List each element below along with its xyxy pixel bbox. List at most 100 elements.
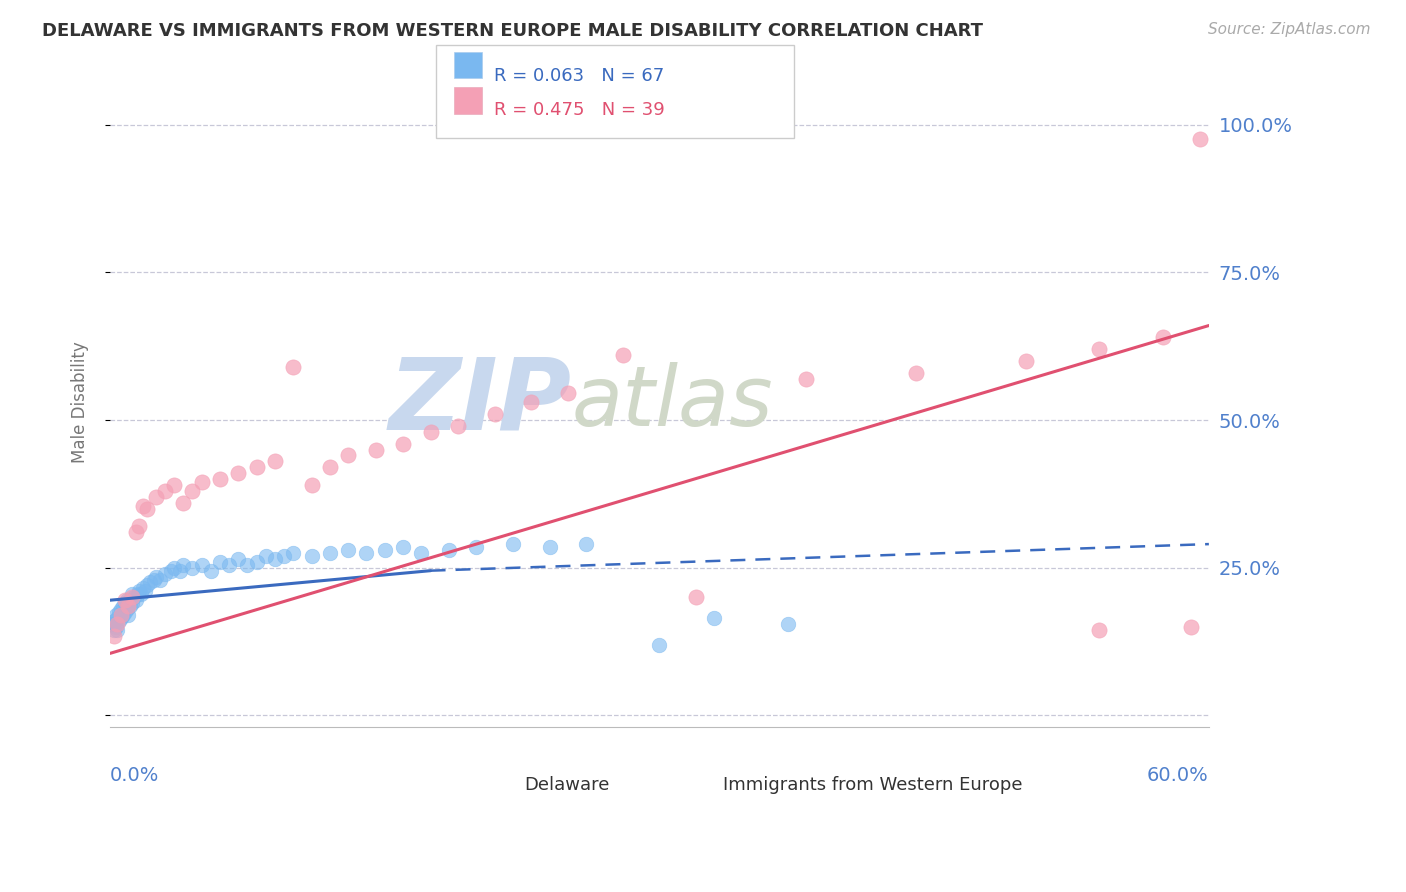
Bar: [585, 763, 605, 780]
Point: [105, 611, 128, 625]
Point: [127, 587, 149, 601]
Text: ZIP: ZIP: [388, 354, 572, 450]
Point: [169, 564, 191, 578]
Point: [103, 629, 125, 643]
Point: [356, 546, 378, 560]
Point: [226, 552, 249, 566]
Point: [111, 607, 134, 622]
Point: [172, 558, 194, 572]
Point: [134, 584, 156, 599]
Text: Delaware: Delaware: [524, 776, 610, 794]
Point: [105, 623, 128, 637]
Point: [208, 472, 231, 486]
Point: [392, 540, 415, 554]
Point: [392, 436, 415, 450]
Point: [337, 543, 360, 558]
Point: [364, 442, 387, 457]
Point: [447, 419, 470, 434]
Point: [319, 460, 342, 475]
Point: [121, 596, 143, 610]
Point: [1015, 354, 1038, 368]
Point: [145, 569, 167, 583]
Point: [226, 467, 249, 481]
Point: [484, 407, 506, 421]
Point: [121, 591, 143, 605]
Point: [181, 483, 204, 498]
Point: [163, 560, 186, 574]
Point: [110, 607, 132, 622]
Point: [1088, 342, 1111, 356]
Point: [111, 599, 134, 614]
Point: [143, 573, 166, 587]
Point: [163, 478, 186, 492]
Point: [264, 454, 287, 468]
Point: [125, 593, 148, 607]
Text: Immigrants from Western Europe: Immigrants from Western Europe: [723, 776, 1022, 794]
Text: 60.0%: 60.0%: [1147, 766, 1209, 785]
Point: [200, 564, 222, 578]
Point: [301, 549, 323, 563]
Point: [419, 425, 441, 439]
Point: [337, 449, 360, 463]
Point: [153, 483, 176, 498]
Point: [159, 564, 181, 578]
Point: [114, 596, 136, 610]
Y-axis label: Male Disability: Male Disability: [72, 342, 89, 463]
Point: [465, 540, 488, 554]
Point: [117, 607, 139, 622]
Point: [128, 519, 150, 533]
Point: [103, 614, 125, 628]
Point: [575, 537, 598, 551]
Text: R = 0.475   N = 39: R = 0.475 N = 39: [494, 101, 664, 119]
Point: [148, 573, 170, 587]
Point: [153, 566, 176, 581]
Point: [273, 549, 295, 563]
Point: [110, 611, 132, 625]
Point: [117, 599, 139, 614]
Text: R = 0.063   N = 67: R = 0.063 N = 67: [494, 67, 664, 85]
Point: [135, 501, 157, 516]
Point: [374, 543, 396, 558]
Point: [121, 587, 143, 601]
Point: [904, 366, 927, 380]
Point: [502, 537, 524, 551]
Point: [264, 552, 287, 566]
Text: 0.0%: 0.0%: [110, 766, 159, 785]
Point: [115, 602, 138, 616]
Point: [208, 555, 231, 569]
Point: [132, 582, 155, 596]
Point: [254, 549, 277, 563]
Point: [132, 499, 155, 513]
Point: [245, 555, 267, 569]
Point: [108, 605, 131, 619]
Point: [685, 591, 707, 605]
Point: [794, 372, 817, 386]
Bar: [697, 763, 717, 780]
Text: Source: ZipAtlas.com: Source: ZipAtlas.com: [1208, 22, 1371, 37]
Point: [117, 599, 139, 614]
Point: [648, 638, 671, 652]
Point: [145, 490, 167, 504]
Point: [557, 386, 579, 401]
Point: [135, 578, 157, 592]
Point: [190, 558, 212, 572]
Point: [139, 575, 162, 590]
Point: [612, 348, 634, 362]
Point: [128, 584, 150, 599]
Point: [101, 616, 124, 631]
Point: [120, 599, 142, 614]
Point: [776, 616, 799, 631]
Point: [105, 616, 128, 631]
Point: [108, 614, 131, 628]
Point: [1180, 620, 1202, 634]
Point: [319, 546, 342, 560]
Point: [172, 496, 194, 510]
Point: [115, 593, 138, 607]
Point: [125, 525, 148, 540]
Point: [411, 546, 433, 560]
Point: [218, 558, 240, 572]
Point: [703, 611, 725, 625]
Point: [114, 605, 136, 619]
Point: [181, 560, 204, 574]
Point: [245, 460, 267, 475]
